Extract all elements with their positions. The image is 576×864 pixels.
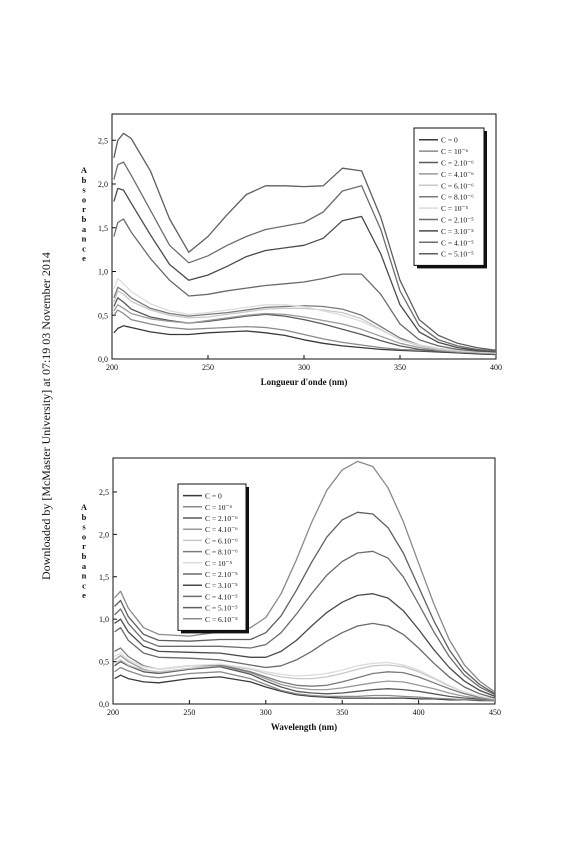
legend-label: C = 3.10⁻⁵ [441,227,474,236]
legend-label: C = 10⁻⁵ [205,559,232,568]
y-tick-label: 2,0 [98,180,108,189]
legend-label: C = 2.10⁻⁵ [441,216,474,225]
x-axis-label: Longueur d'onde (nm) [261,377,348,387]
x-tick-label: 200 [106,363,118,372]
series-line-3 [113,297,497,355]
series-line-4 [113,304,497,355]
x-tick-label: 350 [336,708,348,717]
legend-label: C = 2.10⁻⁶ [205,514,238,523]
y-tick-label: 1,5 [98,224,108,233]
series-line-9 [114,593,496,698]
y-tick-label: 1,0 [99,615,109,624]
legend-label: C = 6.10⁻⁶ [205,536,238,545]
x-tick-label: 250 [202,363,214,372]
legend-label: C = 10⁻⁶ [441,147,468,156]
series-line-8 [114,622,496,699]
legend-label: C = 2.10⁻⁵ [205,570,238,579]
x-tick-label: 350 [394,363,406,372]
legend-label: C = 3.10⁻⁵ [205,581,238,590]
plot-frame [112,457,496,705]
series-line-1 [113,325,497,356]
x-tick-label: 200 [107,708,119,717]
series-line-10 [113,161,497,352]
series-line-5 [114,659,496,700]
series-line-2 [114,666,496,702]
series-line-10 [114,550,496,696]
y-tick-label: 0,5 [99,658,109,667]
legend-label: C = 0 [205,492,222,501]
y-tick-label: 1,0 [98,268,108,277]
legend-label: C = 6.10⁻⁵ [205,615,238,624]
legend-label: C = 5.10⁻⁵ [205,604,238,613]
series-line-8 [113,218,497,353]
y-tick-label: 2,5 [98,136,108,145]
x-tick-label: 450 [489,708,501,717]
series-line-4 [114,654,496,701]
y-tick-label: 0,0 [99,700,109,709]
series-line-7 [113,277,497,354]
y-tick-label: 0,0 [98,355,108,364]
y-tick-label: 2,5 [99,488,109,497]
legend-label: C = 4.10⁻⁶ [441,170,474,179]
series-line-5 [113,290,497,354]
series-line-3 [114,660,496,701]
y-tick-label: 1,5 [99,573,109,582]
series-line-7 [114,652,496,700]
legend-label: C = 4.10⁻⁵ [441,238,474,247]
legend-label: C = 6.10⁻⁶ [441,181,474,190]
series-line-11 [113,132,497,351]
legend-label: C = 4.10⁻⁶ [205,525,238,534]
legend-label: C = 2.10⁻⁶ [441,159,474,168]
x-tick-label: 300 [298,363,310,372]
legend-label: C = 8.10⁻⁶ [441,193,474,202]
x-tick-label: 400 [413,708,425,717]
legend-label: C = 0 [441,136,458,145]
legend-label: C = 10⁻⁵ [441,204,468,213]
legend-label: C = 8.10⁻⁶ [205,548,238,557]
x-tick-label: 400 [490,363,502,372]
legend-label: C = 5.10⁻⁵ [441,250,474,259]
legend-label: C = 4.10⁻⁵ [205,592,238,601]
x-tick-label: 250 [183,708,195,717]
legend-label: C = 10⁻⁶ [205,503,232,512]
x-axis-label: Wavelength (nm) [271,722,337,732]
y-tick-label: 2,0 [99,530,109,539]
series-line-9 [113,187,497,353]
y-tick-label: 0,5 [98,311,108,320]
series-line-11 [114,511,496,695]
x-tick-label: 300 [260,708,272,717]
series-line-12 [114,460,496,693]
legend-box [177,483,247,631]
series-line-1 [114,674,495,702]
